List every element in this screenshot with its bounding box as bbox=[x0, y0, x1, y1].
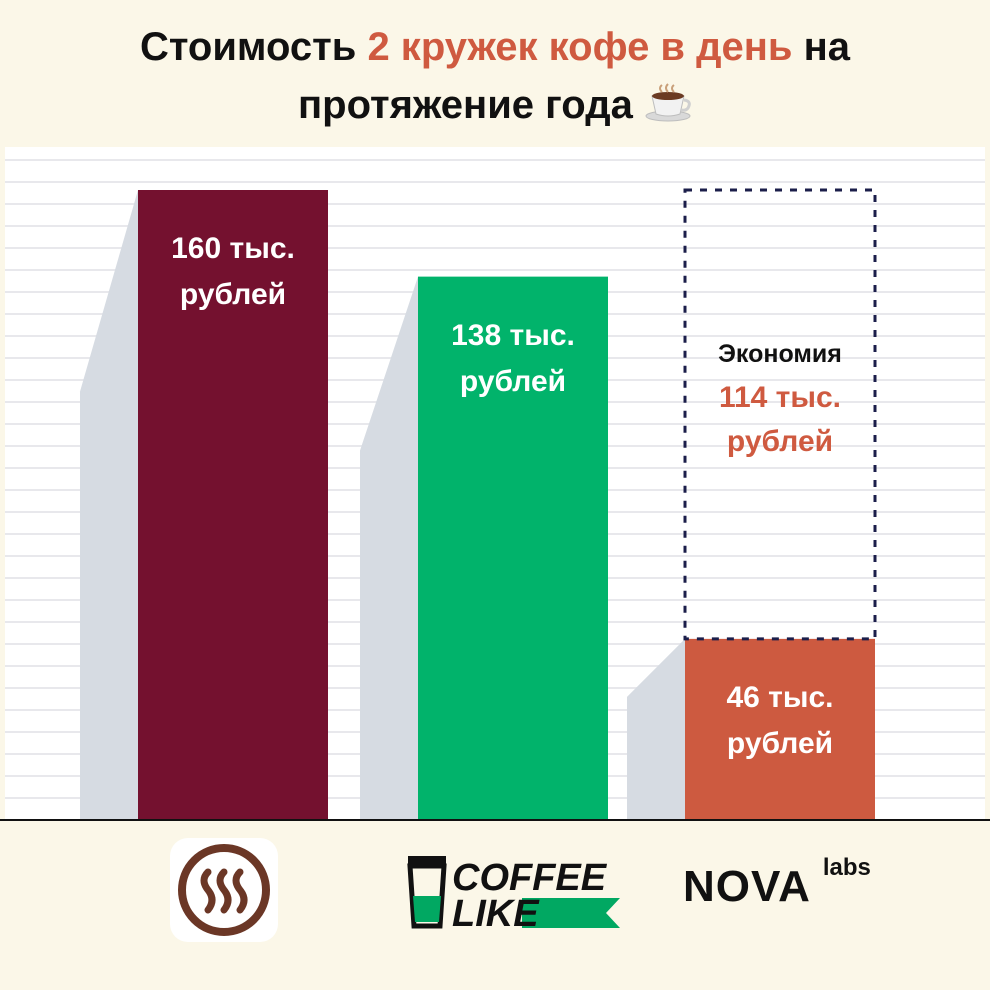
coffee-like-logo: COFFEE LIKE bbox=[407, 856, 620, 930]
labs-text: labs bbox=[822, 854, 871, 881]
bar-shadow-coffee-like bbox=[360, 276, 418, 820]
bar-shadows bbox=[80, 190, 685, 820]
bar-label-coffee-like: 138 тыс. рублей bbox=[418, 313, 608, 405]
title-text-3: протяжение года bbox=[298, 83, 633, 127]
bar-shadow-nova-labs bbox=[627, 638, 685, 820]
cup-body-icon bbox=[407, 863, 447, 929]
title-line-2: протяжение года bbox=[0, 76, 990, 134]
savings-unit: рублей bbox=[726, 425, 834, 458]
savings-amount: 114 тыс. bbox=[718, 381, 842, 414]
app-logo-icon bbox=[170, 838, 278, 942]
title-text-2: на bbox=[792, 25, 851, 69]
bar-value-nova-labs: 46 тыс. bbox=[726, 680, 834, 714]
bar-unit-app: рублей bbox=[179, 278, 287, 311]
bar-label-app: 160 тыс. рублей bbox=[138, 226, 328, 318]
flag-shape-icon bbox=[522, 898, 620, 928]
bar-shadow-app bbox=[80, 190, 138, 820]
bar-label-nova-labs: 46 тыс. рублей bbox=[685, 675, 875, 767]
bar-nova-labs bbox=[685, 638, 875, 820]
bar-coffee-like bbox=[418, 276, 608, 820]
nova-text: NOVA bbox=[683, 862, 811, 911]
savings-label: Экономия 114 тыс. рублей bbox=[685, 332, 875, 464]
bar-app bbox=[138, 190, 328, 820]
coffee-cup-icon bbox=[645, 83, 691, 122]
bar-value-app: 160 тыс. bbox=[171, 232, 295, 265]
title-text-1: Стоимость bbox=[139, 25, 368, 69]
cup-fill-icon bbox=[413, 896, 441, 922]
nova-labs-logo: NOVA labs bbox=[683, 854, 871, 912]
page-title: Стоимость 2 кружек кофе в день на протяж… bbox=[0, 18, 990, 134]
title-highlight: 2 кружек кофе в день bbox=[367, 25, 793, 69]
coffee-like-text-1: COFFEE bbox=[452, 857, 608, 899]
savings-outline bbox=[683, 188, 877, 641]
savings-word: Экономия bbox=[718, 340, 842, 368]
bar-value-coffee-like: 138 тыс. bbox=[451, 318, 575, 352]
title-line-1: Стоимость 2 кружек кофе в день на bbox=[0, 18, 990, 76]
cup-lid-icon bbox=[408, 856, 446, 864]
bar-unit-nova-labs: рублей bbox=[726, 726, 834, 760]
bar-unit-coffee-like: рублей bbox=[459, 364, 567, 398]
bars bbox=[138, 190, 875, 820]
coffee-like-text-2: LIKE bbox=[452, 893, 540, 930]
